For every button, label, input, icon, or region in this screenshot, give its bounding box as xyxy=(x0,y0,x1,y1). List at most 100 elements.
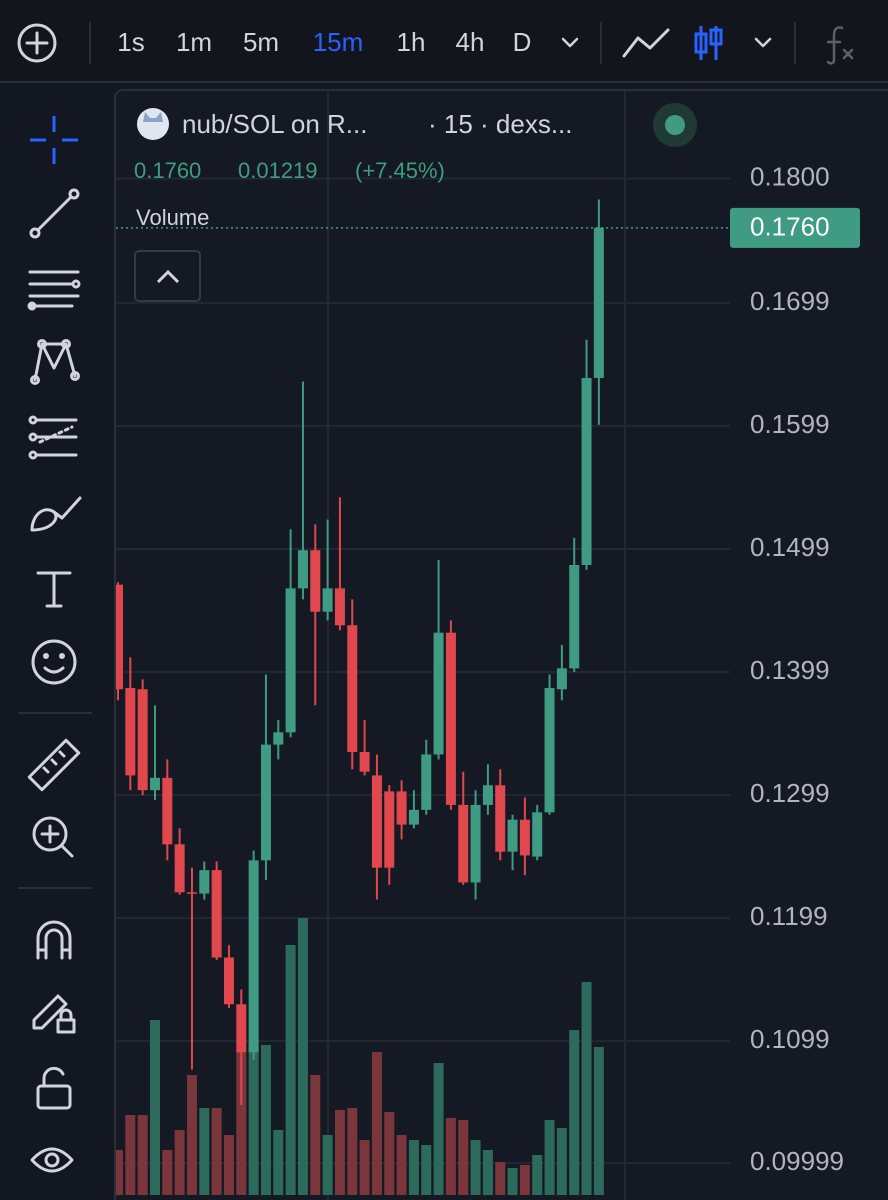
chart-type-dropdown[interactable] xyxy=(754,37,772,48)
crosshair-tool[interactable] xyxy=(30,116,78,164)
volume-bar xyxy=(248,1045,259,1195)
lock-tool[interactable] xyxy=(36,1066,72,1110)
interval-button[interactable]: 1s xyxy=(117,27,144,57)
volume-layer xyxy=(116,918,604,1195)
volume-bar xyxy=(532,1155,543,1195)
volume-bar xyxy=(396,1135,407,1195)
candle-body xyxy=(310,550,321,612)
volume-bar xyxy=(273,1130,284,1195)
candle-body xyxy=(433,632,444,755)
y-tick-label: 0.1099 xyxy=(750,1024,830,1054)
volume-bar xyxy=(519,1165,530,1195)
candle-body xyxy=(569,564,580,669)
collapse-button[interactable] xyxy=(134,250,201,302)
volume-bar xyxy=(544,1120,555,1195)
interval-button[interactable]: 1m xyxy=(176,27,212,57)
trend-line-tool xyxy=(29,227,41,239)
emoji-tool xyxy=(59,653,65,659)
volume-bar xyxy=(556,1128,567,1195)
last-price-label: 0.1760 xyxy=(750,212,830,242)
collapse-button xyxy=(134,250,201,302)
candle-body xyxy=(162,777,173,845)
interval-button[interactable]: 5m xyxy=(243,27,279,57)
candle-body xyxy=(223,957,234,1005)
emoji-tool[interactable] xyxy=(31,639,77,685)
zoom-tool xyxy=(60,844,74,858)
candle-body xyxy=(248,860,259,1053)
interval-button[interactable]: 1h xyxy=(397,27,426,57)
pattern-tool xyxy=(33,342,77,382)
trend-line-tool[interactable] xyxy=(29,188,80,239)
pattern-tool[interactable] xyxy=(30,339,80,385)
candle-body xyxy=(495,785,506,852)
last-price-badge xyxy=(730,207,860,248)
brush-tool[interactable] xyxy=(30,496,82,532)
volume-label: Volume xyxy=(136,205,209,230)
candle-chart-type[interactable] xyxy=(694,26,723,60)
candle-body xyxy=(116,584,123,690)
lock-drawings-tool[interactable] xyxy=(32,994,76,1034)
volume-bar xyxy=(359,1140,370,1195)
candle-body xyxy=(211,870,222,958)
interval-button[interactable]: 15m xyxy=(313,27,364,57)
volume-bar xyxy=(347,1108,358,1195)
y-tick-label: 0.09999 xyxy=(750,1146,844,1176)
candle-body xyxy=(482,785,493,805)
candle-body xyxy=(396,791,407,825)
volume-bar xyxy=(310,1075,321,1195)
visibility-tool[interactable] xyxy=(30,1147,74,1173)
visibility-tool xyxy=(44,1152,60,1168)
candle-body xyxy=(519,819,530,856)
indicators-button[interactable] xyxy=(826,26,854,65)
volume-bar xyxy=(297,918,308,1195)
chart-subtitle: · 15 · dexs... xyxy=(428,109,573,139)
price-axis: 0.1800 0.1699 0.1599 0.1499 0.1399 0.1299 0.11… xyxy=(730,161,860,1176)
candle-body xyxy=(421,754,432,810)
candle-body xyxy=(186,892,197,894)
candle-body xyxy=(593,227,604,378)
pattern-tool xyxy=(70,371,80,381)
indicators-button xyxy=(842,48,854,60)
change-percent: (+7.45%) xyxy=(355,158,445,183)
lock-drawings-tool xyxy=(32,994,68,1030)
interval-dropdown xyxy=(561,37,579,48)
magnet-tool xyxy=(44,928,64,960)
candle-body xyxy=(507,819,518,852)
line-chart-type[interactable] xyxy=(622,28,670,58)
status-dot xyxy=(665,115,685,135)
volume-bar xyxy=(593,1047,604,1195)
pattern-tool xyxy=(37,339,47,349)
volume-bar xyxy=(458,1120,469,1195)
candle-body xyxy=(149,777,160,791)
legend xyxy=(143,112,163,122)
y-tick-label: 0.1399 xyxy=(750,655,830,685)
candle-body xyxy=(347,625,358,753)
volume-bar xyxy=(421,1145,432,1195)
visibility-tool xyxy=(30,1147,74,1173)
interval-dropdown[interactable] xyxy=(561,37,579,48)
candle-body xyxy=(285,588,296,733)
zoom-tool[interactable] xyxy=(32,816,74,858)
magnet-tool[interactable] xyxy=(36,920,72,960)
fib-tool[interactable] xyxy=(27,270,81,311)
trend-line-tool xyxy=(68,188,80,200)
candle-layer xyxy=(116,199,730,1106)
volume-bar xyxy=(260,1045,271,1195)
add-button[interactable] xyxy=(17,23,57,63)
magnet-tool xyxy=(36,920,72,960)
lock-tool xyxy=(42,1066,65,1088)
prediction-tool xyxy=(28,415,38,425)
interval-button[interactable]: D xyxy=(513,27,532,57)
interval-button[interactable]: 4h xyxy=(456,27,485,57)
indicators-button xyxy=(826,26,844,65)
last-value: 0.1760 xyxy=(134,158,201,183)
volume-bar xyxy=(384,1112,395,1195)
text-tool[interactable] xyxy=(36,571,72,608)
ruler-tool[interactable] xyxy=(27,738,81,792)
prediction-tool[interactable] xyxy=(28,415,78,460)
candle-body xyxy=(458,804,469,883)
volume-bar xyxy=(285,945,296,1195)
collapse-button xyxy=(156,269,180,284)
candle-body xyxy=(236,1004,247,1053)
